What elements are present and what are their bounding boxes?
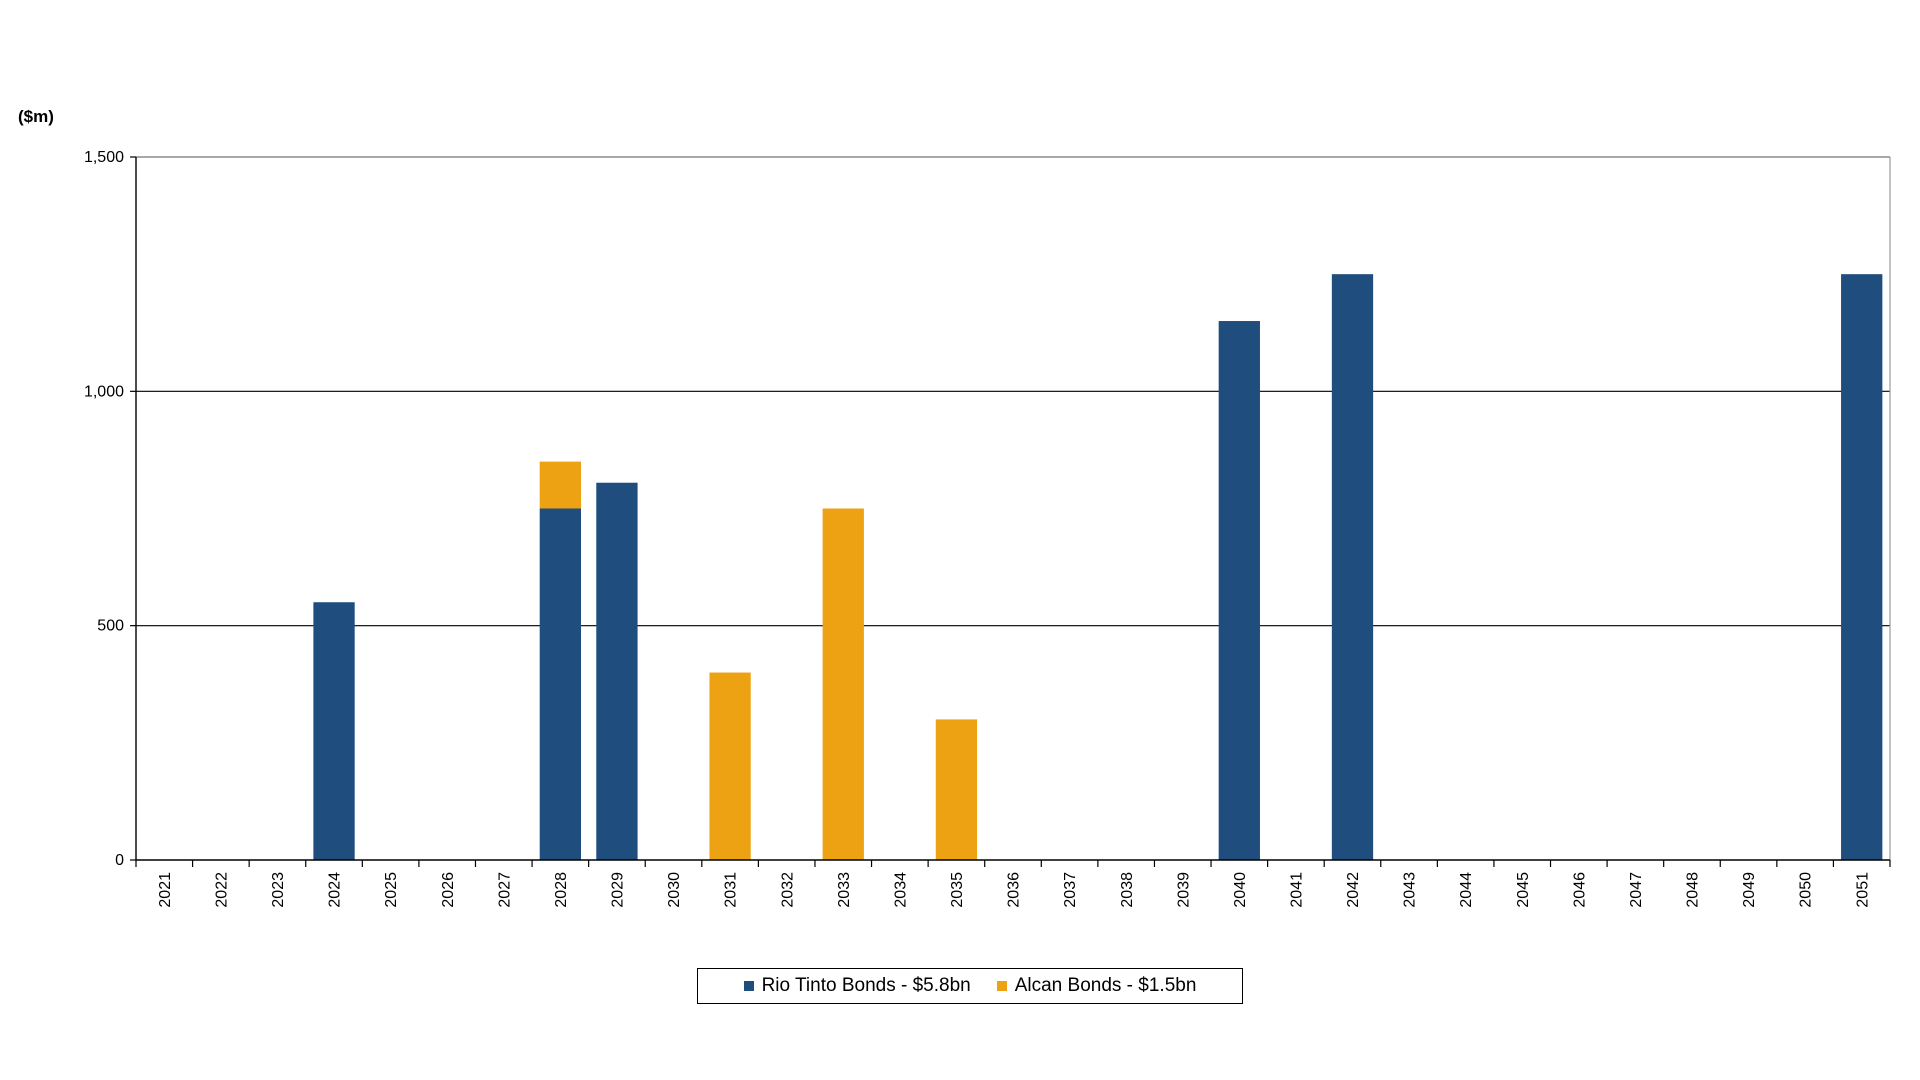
x-tick-label-2051: 2051 <box>1854 872 1871 908</box>
x-tick-label-2023: 2023 <box>270 872 287 908</box>
legend-item-alcan: Alcan Bonds - $1.5bn <box>996 975 1197 997</box>
bar-2040-series-0 <box>1218 321 1260 860</box>
x-tick-label-2039: 2039 <box>1175 872 1192 908</box>
legend-swatch-rio-tinto <box>743 981 754 991</box>
y-ticks: 0 500 1,000 1,500 <box>84 149 136 869</box>
x-tick-label-2040: 2040 <box>1232 872 1249 908</box>
bar-2028-series-1 <box>539 461 582 509</box>
x-tick-label-2046: 2046 <box>1571 872 1588 908</box>
x-tick-label-2028: 2028 <box>553 872 570 908</box>
x-tick-label-2047: 2047 <box>1628 872 1645 908</box>
legend-label-alcan: Alcan Bonds - $1.5bn <box>1014 975 1197 996</box>
x-tick-label-2036: 2036 <box>1006 872 1023 908</box>
x-tick-label-2033: 2033 <box>836 872 853 908</box>
x-tick-label-2038: 2038 <box>1119 872 1136 908</box>
bar-2031-series-1 <box>709 672 751 860</box>
x-tick-label-2031: 2031 <box>723 872 740 908</box>
x-tick-label-2037: 2037 <box>1062 872 1079 908</box>
y-tick-label-500: 500 <box>97 618 124 635</box>
x-tick-label-2025: 2025 <box>383 872 400 908</box>
y-axis-unit-label: ($m) <box>18 107 54 126</box>
x-tick-label-2042: 2042 <box>1345 872 1362 908</box>
legend: Rio Tinto Bonds - $5.8bn Alcan Bonds - $… <box>697 968 1243 1004</box>
bar-2024-series-0 <box>313 602 355 860</box>
y-tick-label-1500: 1,500 <box>84 149 124 166</box>
x-tick-label-2044: 2044 <box>1458 872 1475 908</box>
x-tick-label-2034: 2034 <box>892 872 909 908</box>
x-tick-label-2041: 2041 <box>1289 872 1306 908</box>
x-tick-label-2032: 2032 <box>779 872 796 908</box>
bar-2051-series-0 <box>1841 274 1883 861</box>
x-tick-label-2043: 2043 <box>1402 872 1419 908</box>
bar-2042-series-0 <box>1331 274 1374 861</box>
x-tick-label-2048: 2048 <box>1685 872 1702 908</box>
bar-2035-series-1 <box>935 719 978 860</box>
x-tick-label-2029: 2029 <box>610 872 627 908</box>
bar-2029-series-0 <box>596 482 638 860</box>
gridlines <box>136 156 1890 627</box>
x-tick-label-2027: 2027 <box>496 872 513 908</box>
x-tick-label-2022: 2022 <box>213 872 230 908</box>
x-tick-label-2026: 2026 <box>440 872 457 908</box>
x-tick-label-2045: 2045 <box>1515 872 1532 908</box>
y-tick-label-0: 0 <box>115 852 124 869</box>
legend-swatch-alcan <box>996 981 1007 991</box>
x-tick-label-2049: 2049 <box>1741 872 1758 908</box>
x-ticks: 2021 2022 2023 2024 2025 2026 2027 2028 2029 2030… <box>135 860 1891 908</box>
x-tick-label-2024: 2024 <box>327 872 344 908</box>
x-tick-label-2050: 2050 <box>1798 872 1815 908</box>
axes <box>135 156 1891 861</box>
bar-2033-series-1 <box>822 508 864 860</box>
x-tick-label-2035: 2035 <box>949 872 966 908</box>
x-tick-label-2030: 2030 <box>666 872 683 908</box>
x-tick-label-2021: 2021 <box>157 872 174 908</box>
bars <box>313 274 1883 861</box>
y-tick-label-1000: 1,000 <box>84 383 124 400</box>
legend-label-rio-tinto: Rio Tinto Bonds - $5.8bn <box>761 975 971 996</box>
bar-2028-series-0 <box>539 508 582 860</box>
legend-item-rio-tinto: Rio Tinto Bonds - $5.8bn <box>743 975 971 997</box>
